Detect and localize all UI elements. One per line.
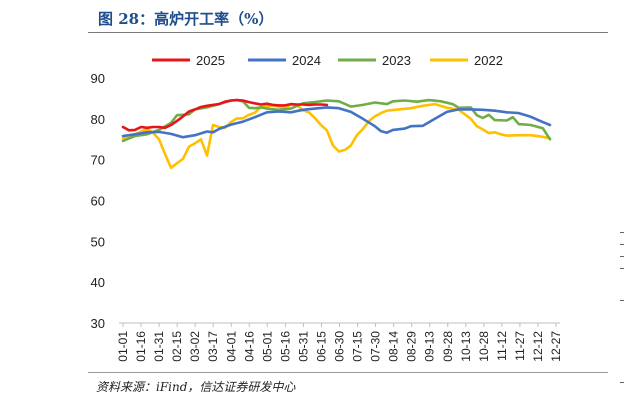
x-tick-label: 06-30 xyxy=(333,331,347,362)
x-tick-label: 08-29 xyxy=(405,331,419,362)
x-tick-label: 04-01 xyxy=(224,331,238,362)
x-tick-label: 11-27 xyxy=(513,331,527,361)
y-tick-label: 30 xyxy=(91,316,105,331)
x-tick-label: 09-13 xyxy=(423,331,437,362)
series-line-2024 xyxy=(121,106,552,139)
x-tick-label: 12-12 xyxy=(531,331,545,362)
y-tick-label: 60 xyxy=(91,194,105,209)
x-tick-label: 03-17 xyxy=(206,331,220,362)
x-tick-label: 06-15 xyxy=(314,331,328,362)
y-tick-label: 50 xyxy=(91,234,105,249)
x-tick-label: 04-16 xyxy=(242,331,256,362)
series-line-2025 xyxy=(121,98,329,132)
legend-label-2022: 2022 xyxy=(474,53,503,68)
x-tick-label: 08-14 xyxy=(387,331,401,362)
chart-legend: 2025 2024 2023 2022 xyxy=(152,53,503,68)
footer-divider xyxy=(88,372,608,373)
y-tick-label: 90 xyxy=(91,71,105,86)
series-line-2022 xyxy=(121,102,552,170)
legend-label-2024: 2024 xyxy=(292,53,321,68)
x-tick-label: 09-28 xyxy=(441,331,455,362)
x-tick-label: 10-13 xyxy=(459,331,473,362)
x-axis: 01-01 01-16 01-31 02-15 03-02 03-17 04-01 04-16… xyxy=(116,322,563,362)
x-tick-label: 05-31 xyxy=(296,331,310,362)
x-tick-label: 12-27 xyxy=(549,331,563,362)
y-tick-label: 70 xyxy=(91,153,105,168)
x-tick-label: 01-31 xyxy=(152,331,166,362)
source-note: 资料来源：iFind，信达证券研发中心 xyxy=(96,380,296,394)
x-tick-label: 07-15 xyxy=(351,331,365,362)
chart-title: 图 28：高炉开工率（%） xyxy=(98,10,274,28)
legend-label-2025: 2025 xyxy=(196,53,225,68)
series-lines xyxy=(121,98,552,170)
x-tick-label: 05-01 xyxy=(260,331,274,362)
x-tick-label: 05-16 xyxy=(278,331,292,362)
title-divider xyxy=(88,32,608,33)
series-line-2023 xyxy=(121,98,552,143)
x-tick-label: 10-28 xyxy=(477,331,491,362)
x-tick-label: 02-15 xyxy=(170,331,184,362)
x-tick-label: 11-12 xyxy=(495,331,509,361)
x-tick-label: 07-30 xyxy=(369,331,383,362)
y-axis: 30 40 50 60 70 80 90 xyxy=(91,71,105,331)
y-tick-label: 40 xyxy=(91,275,105,290)
x-tick-label: 03-02 xyxy=(188,331,202,362)
x-tick-label: 01-16 xyxy=(134,331,148,362)
legend-label-2023: 2023 xyxy=(382,53,411,68)
y-tick-label: 80 xyxy=(91,112,105,127)
x-tick-label: 01-01 xyxy=(116,331,130,362)
page-edge-marks xyxy=(620,0,625,407)
